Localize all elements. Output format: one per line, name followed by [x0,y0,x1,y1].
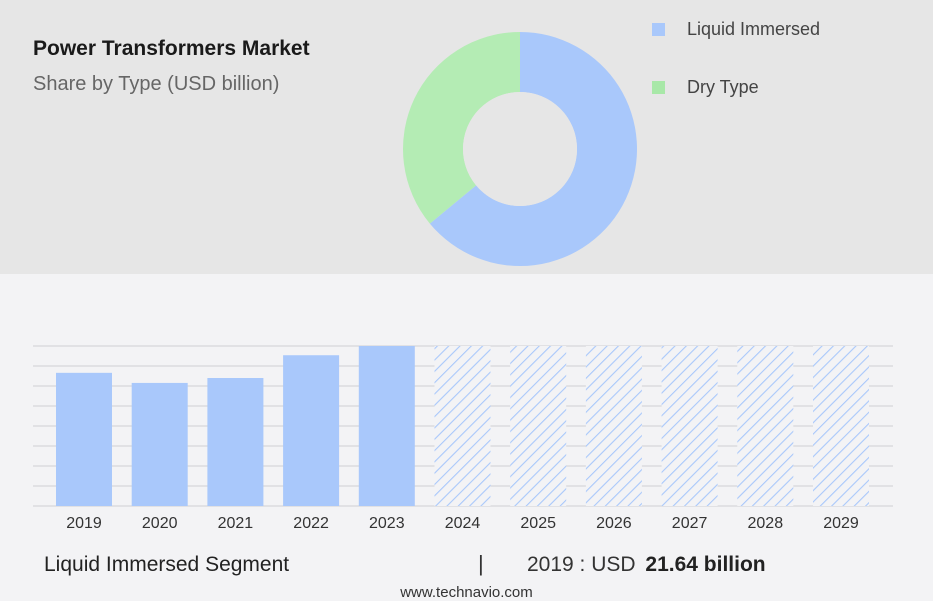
donut-hole [463,92,577,206]
x-tick-label: 2028 [748,515,784,532]
donut-slice-dry-type [403,32,520,224]
x-tick-label: 2027 [672,515,708,532]
forecast-bar-2029 [813,346,869,506]
bar-2022 [283,355,340,506]
x-tick-label: 2025 [520,515,556,532]
forecast-bar-2027 [661,346,718,506]
x-tick-label: 2020 [142,515,178,532]
legend: Liquid Immersed Dry Type [652,16,820,132]
x-tick-label: 2026 [596,515,632,532]
source-link[interactable]: www.technavio.com [400,584,533,601]
footer-separator: | [478,551,484,576]
chart-title: Power Transformers Market [33,37,310,60]
donut-slice-liquid-immersed [429,32,637,266]
chart-subtitle: Share by Type (USD billion) [33,73,280,95]
bar-2020 [131,382,188,506]
legend-item-liquid-immersed: Liquid Immersed [652,16,820,42]
legend-swatch-dry-type [652,80,665,94]
forecast-bar-2028 [737,346,794,506]
x-tick-label: 2029 [823,515,859,532]
bar-2021 [207,378,264,506]
forecast-bar-2025 [510,346,567,506]
bar-2019 [56,372,112,506]
x-tick-label: 2023 [369,515,405,532]
donut-chart [403,32,637,266]
bar-chart: 2019 2020 2021 2022 2023 2024 2025 2026 2027 2028… [33,345,893,532]
footer-value: 2019 : USD 21.64 billion [527,553,766,577]
x-tick-label: 2022 [293,515,329,532]
footer-segment: Liquid Immersed Segment [44,553,290,576]
forecast-bar-2026 [585,346,642,506]
legend-swatch-liquid-immersed [652,22,665,36]
bar-2023 [358,346,415,506]
legend-label: Liquid Immersed [687,18,821,39]
x-tick-label: 2019 [66,515,102,532]
legend-item-dry-type: Dry Type [652,74,820,100]
forecast-bar-2024 [434,346,491,506]
footer-value-amount: 21.64 billion [645,553,766,576]
footer-value-prefix: 2019 : USD [527,553,636,576]
x-tick-label: 2021 [218,515,254,532]
legend-label: Dry Type [687,76,759,97]
x-tick-label: 2024 [445,515,481,532]
